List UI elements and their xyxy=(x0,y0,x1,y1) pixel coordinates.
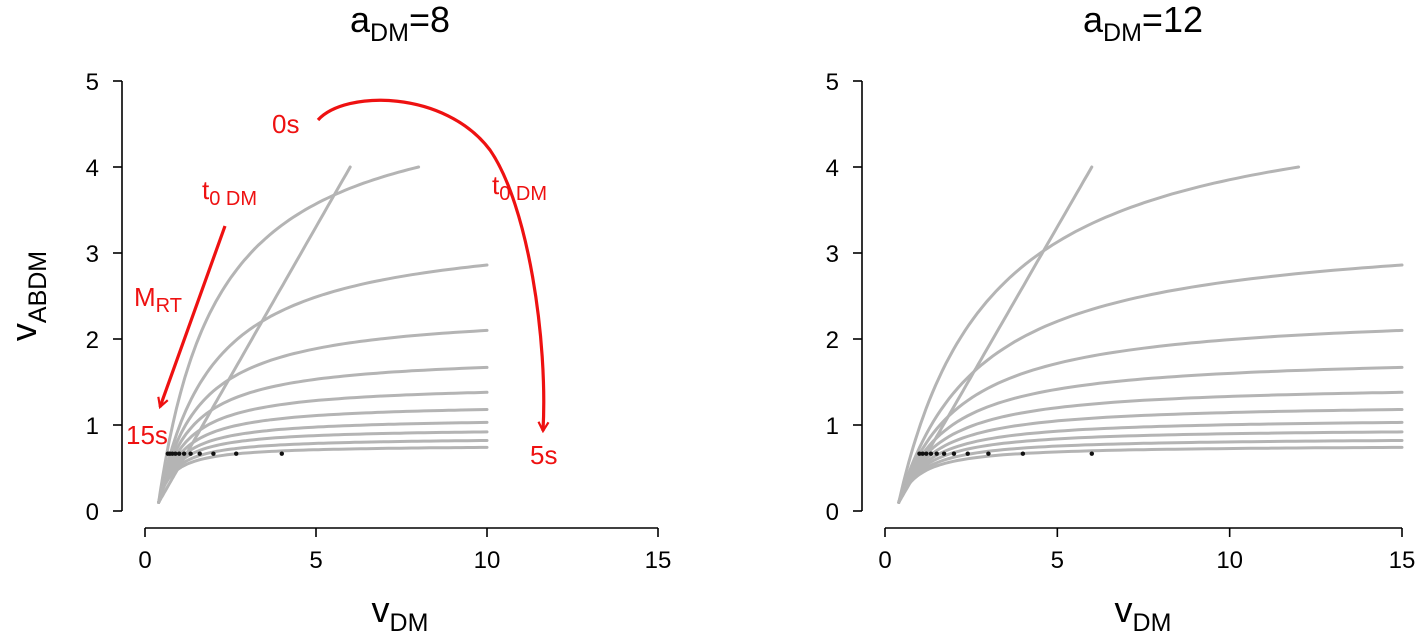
x-tick-label: 15 xyxy=(645,547,672,574)
y-tick-label: 5 xyxy=(826,69,839,96)
panel-title: aDM=12 xyxy=(1083,0,1203,47)
curve-line xyxy=(897,328,1404,504)
curve-group xyxy=(157,165,489,504)
annotation-group: 0s 5s 15s t0 DM t0 DM MRT xyxy=(126,98,557,470)
t0-dm-left-label: t0 DM xyxy=(202,175,257,210)
data-point xyxy=(965,451,970,456)
curve-line xyxy=(157,165,352,504)
data-point xyxy=(188,451,193,456)
curve-line xyxy=(897,165,1301,504)
data-point xyxy=(165,451,171,456)
curve-line xyxy=(897,408,1404,504)
y-tick-label: 0 xyxy=(86,499,99,526)
y-tick-label: 3 xyxy=(86,241,99,268)
y-tick-label: 4 xyxy=(86,155,99,182)
y-tick-label: 4 xyxy=(826,155,839,182)
mrt-label: MRT xyxy=(134,282,182,317)
t0-dm-right-label: t0 DM xyxy=(492,170,547,205)
data-point xyxy=(1089,451,1095,456)
axes: 0 5 10 15 0 1 2 3 4 5 xyxy=(826,69,1416,574)
data-point xyxy=(177,451,182,456)
x-axis-title: vDM xyxy=(1115,589,1172,632)
x-tick-label: 15 xyxy=(1389,547,1416,574)
curve-line xyxy=(897,420,1404,504)
data-point xyxy=(173,451,178,456)
data-point xyxy=(197,451,202,456)
data-point xyxy=(211,451,216,456)
curve-line xyxy=(157,420,489,504)
curve-line xyxy=(897,430,1404,504)
label-0s: 0s xyxy=(272,109,299,139)
curve-line xyxy=(897,445,1404,504)
data-point xyxy=(924,451,929,456)
y-tick-label: 2 xyxy=(86,327,99,354)
data-point xyxy=(234,451,239,456)
time-arc-arrow xyxy=(316,98,544,431)
dot-group xyxy=(917,451,1095,456)
data-point xyxy=(986,451,991,456)
data-point xyxy=(928,451,934,456)
axes: 0 5 10 15 0 1 2 3 4 5 xyxy=(86,69,672,574)
curve-line xyxy=(157,165,421,504)
curve-line xyxy=(157,328,489,504)
curve-line xyxy=(157,439,489,504)
y-tick-label: 0 xyxy=(826,499,839,526)
data-point xyxy=(920,451,925,456)
dot-group xyxy=(165,451,284,456)
x-tick-label: 0 xyxy=(878,547,891,574)
chart-panel-adm-12: aDM=12 vDM 0 5 10 15 0 1 2 3 4 5 xyxy=(826,0,1416,632)
x-tick-label: 5 xyxy=(1051,547,1064,574)
curve-line xyxy=(157,430,489,504)
y-tick-label: 2 xyxy=(826,327,839,354)
mrt-arrow xyxy=(160,225,227,407)
x-tick-label: 0 xyxy=(138,547,151,574)
chart-panel-adm-8: aDM=8 vDM 0 5 10 15 0 1 2 3 4 5 0s 5s 15s t0 DM t… xyxy=(86,0,672,632)
y-tick-label: 5 xyxy=(86,69,99,96)
y-axis-title: vABDM xyxy=(3,251,52,341)
data-point xyxy=(941,451,947,456)
curve-line xyxy=(157,445,489,504)
curve-line xyxy=(897,365,1404,504)
data-point xyxy=(181,451,187,456)
x-axis-title: vDM xyxy=(372,589,429,632)
y-tick-label: 3 xyxy=(826,241,839,268)
curve-line xyxy=(157,263,489,504)
x-tick-label: 10 xyxy=(1216,547,1243,574)
curve-line xyxy=(157,365,489,504)
data-point xyxy=(1020,451,1026,456)
data-point xyxy=(279,451,284,456)
data-point xyxy=(934,451,939,456)
curve-line xyxy=(897,263,1404,504)
y-tick-label: 1 xyxy=(826,413,839,440)
label-15s: 15s xyxy=(126,420,168,450)
y-tick-label: 1 xyxy=(86,413,99,440)
curve-group xyxy=(897,165,1404,504)
curve-line xyxy=(157,408,489,504)
data-point xyxy=(917,451,922,456)
panel-title: aDM=8 xyxy=(350,0,450,47)
x-tick-label: 5 xyxy=(309,547,322,574)
label-5s: 5s xyxy=(530,440,557,470)
curve-line xyxy=(897,439,1404,504)
x-tick-label: 10 xyxy=(474,547,501,574)
data-point xyxy=(951,451,957,456)
